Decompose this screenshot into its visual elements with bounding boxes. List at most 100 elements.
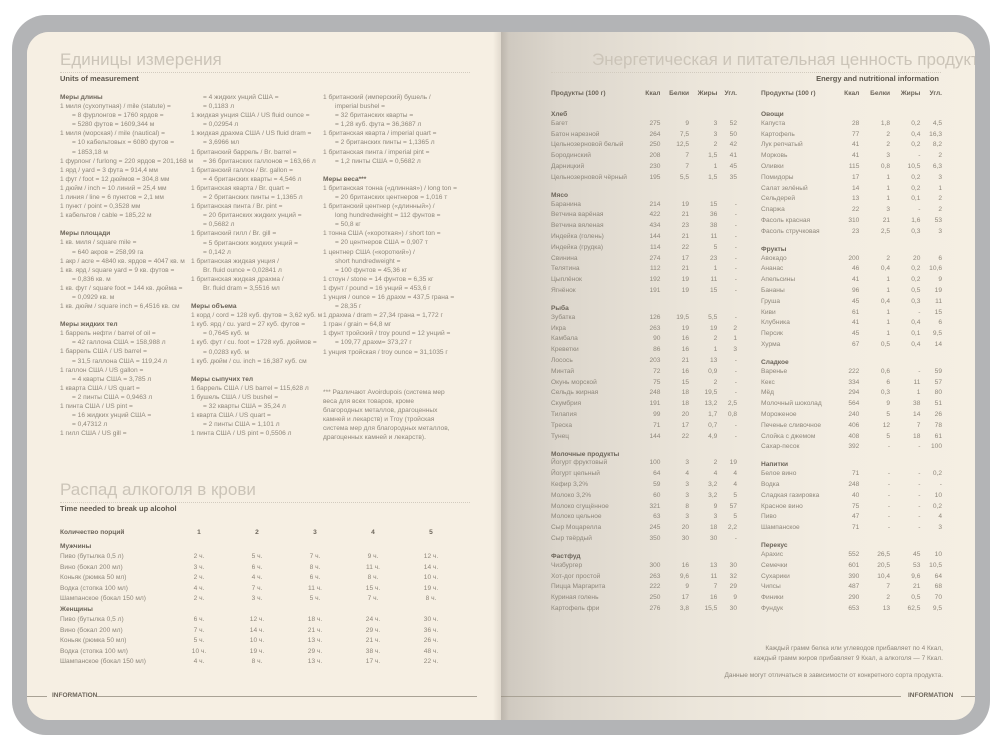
- unit-line: = 28,35 г: [335, 303, 362, 311]
- value-cell: 61: [934, 432, 942, 440]
- value-cell: 17: [852, 173, 860, 181]
- unit-line: 1 британская пинта / Br. pint =: [191, 203, 283, 211]
- value-cell: 71: [852, 524, 860, 532]
- weight-footnote: *** Различают Avoirdupois (система мер в…: [323, 389, 450, 442]
- value-cell: 0,4: [911, 341, 921, 349]
- value-cell: 68: [934, 583, 942, 591]
- column-header: Жиры: [697, 89, 718, 97]
- value-cell: 2,5: [880, 227, 891, 235]
- left-page: Единицы измерения Units of measurement М…: [27, 32, 501, 720]
- value-cell: -: [734, 313, 737, 321]
- value-cell: 75: [653, 378, 661, 386]
- value-cell: 2,5: [727, 400, 737, 408]
- hours-cell: 26 ч.: [423, 637, 439, 645]
- value-cell: 2: [713, 459, 718, 467]
- unit-line: 1 баррель США / US barrel = 115,628 л: [191, 384, 309, 392]
- unit-line: = 4 британских кварты = 4,546 л: [203, 175, 302, 183]
- value-cell: -: [734, 265, 737, 273]
- value-cell: 250: [649, 594, 661, 602]
- value-cell: 16: [681, 335, 690, 343]
- value-cell: 9,6: [911, 572, 921, 580]
- value-cell: 13: [852, 195, 860, 203]
- value-cell: -: [887, 470, 891, 478]
- product-cell: Фасоль красная: [761, 217, 811, 225]
- product-cell: Тунец: [551, 432, 570, 440]
- unit-line: = 2 британских пинты = 1,1365 л: [203, 194, 303, 202]
- value-cell: 78: [934, 421, 942, 429]
- value-cell: 9: [886, 400, 891, 408]
- value-cell: 30: [729, 561, 737, 569]
- hours-cell: 2 ч.: [193, 553, 205, 561]
- value-cell: 5: [886, 411, 891, 419]
- product-cell: Сельдь жирная: [551, 389, 599, 397]
- table-row: Киви 61 1 - 15: [761, 307, 946, 318]
- value-cell: 2,2: [727, 524, 737, 532]
- product-cell: Мороженое: [761, 411, 797, 419]
- unit-line: 1 кв. дюйм / square inch = 6,4516 кв. см: [60, 303, 180, 311]
- unit-line: = 31,5 галлона США = 119,24 л: [72, 357, 167, 365]
- section-heading: Меры жидких тел: [60, 321, 118, 329]
- value-cell: 0,5: [911, 287, 921, 295]
- value-cell: 3: [713, 513, 718, 521]
- hours-cell: 6 ч.: [309, 574, 321, 582]
- value-cell: 250: [649, 141, 661, 149]
- unit-line: 1 кварта США / US quart =: [60, 384, 140, 392]
- value-cell: 15: [681, 378, 690, 386]
- unit-line: 1 куб. дюйм / cu. inch = 16,387 куб. см: [191, 357, 307, 365]
- table-row: Молочный шоколад 564 9 38 51: [761, 398, 946, 409]
- value-cell: 46: [852, 265, 860, 273]
- value-cell: 47: [852, 513, 860, 521]
- column-header: Продукты (100 г): [551, 89, 606, 97]
- energy-note-line: каждый грамм жиров прибавляет 9 Ккал, а …: [753, 654, 943, 662]
- unit-line: 1 британская жидкая унция /: [191, 257, 279, 265]
- unit-line: = 0,47312 л: [72, 421, 108, 429]
- drink-cell: Вино (бокал 200 мл): [60, 563, 123, 571]
- column-header: Ккал: [645, 89, 661, 97]
- table-row: Коньяк (рюмка 50 мл) 2 ч. 4 ч. 6 ч. 8 ч. 10 ч…: [60, 573, 460, 584]
- unit-line: 1 кв. ярд / square yard = 9 кв. футов =: [60, 266, 175, 274]
- value-cell: -: [887, 491, 891, 499]
- value-cell: 564: [848, 400, 860, 408]
- product-cell: Сухарики: [761, 572, 790, 580]
- table-row: Пицца Маргарита 222 9 7 29: [551, 581, 741, 592]
- unit-line: 1 акр / acre = 4840 кв. ярдов = 4047 кв.…: [60, 257, 185, 265]
- hours-cell: 9 ч.: [367, 553, 379, 561]
- table-row: Пиво (бутылка 0,5 л) 2 ч. 5 ч. 7 ч. 9 ч. 12 ч…: [60, 552, 460, 563]
- value-cell: 11: [710, 276, 718, 284]
- product-cell: Апельсины: [761, 276, 796, 284]
- value-cell: 0,2: [911, 265, 921, 273]
- table-row: Пиво (бутылка 0,5 л) 6 ч. 12 ч. 18 ч. 24 ч. 3…: [60, 615, 460, 626]
- hours-cell: 2 ч.: [193, 595, 205, 603]
- value-cell: 41: [852, 319, 860, 327]
- group-label: Сладкое: [761, 358, 789, 366]
- product-cell: Печенье сливочное: [761, 421, 822, 429]
- hours-cell: 7 ч.: [309, 553, 321, 561]
- table-row: Картофель фри 276 3,8 15,5 30: [551, 603, 741, 614]
- table-row: Клубника 41 1 0,4 6: [761, 318, 946, 329]
- value-cell: 294: [848, 389, 860, 397]
- table-row: Треска 71 17 0,7 -: [551, 420, 741, 431]
- table-row: Шампанское (бокал 150 мл) 4 ч. 8 ч. 13 ч. 17…: [60, 657, 460, 668]
- value-cell: 18: [709, 524, 718, 532]
- value-cell: 8: [685, 502, 690, 510]
- value-cell: 4: [713, 470, 718, 478]
- unit-line: imperial bushel =: [335, 103, 386, 111]
- hours-cell: 4 ч.: [251, 574, 263, 582]
- value-cell: 20: [913, 254, 921, 262]
- units-title: Единицы измерения: [60, 50, 222, 69]
- value-cell: 90: [653, 335, 661, 343]
- unit-line: 1 кв. фут / square foot = 144 кв. дюйма …: [60, 284, 183, 292]
- value-cell: 26: [934, 411, 942, 419]
- value-cell: 77: [852, 130, 860, 138]
- value-cell: 71: [653, 421, 661, 429]
- value-cell: 26,5: [877, 550, 891, 558]
- unit-line: = 2 пинты США = 0,9463 л: [72, 393, 153, 401]
- unit-line: 1 британский баррель / Br. barrel =: [191, 148, 297, 156]
- value-cell: 274: [649, 254, 661, 262]
- unit-line: short hundredweight =: [335, 257, 401, 265]
- product-cell: Фундук: [761, 604, 783, 612]
- column-header: 3: [313, 528, 317, 536]
- value-cell: -: [734, 421, 737, 429]
- value-cell: 1: [938, 184, 942, 192]
